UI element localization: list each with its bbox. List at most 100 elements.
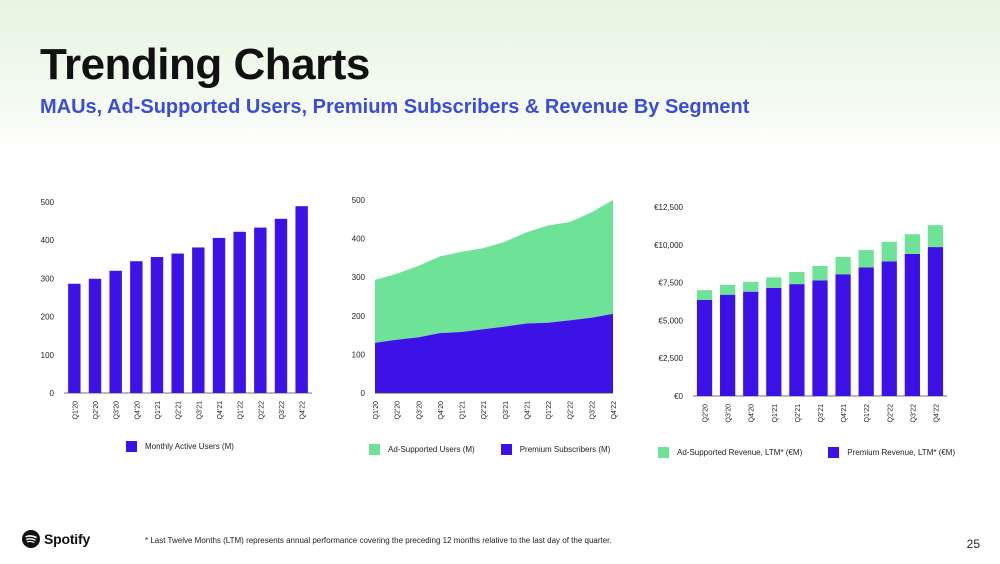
legend-swatch-premium xyxy=(126,441,137,452)
mau-bar xyxy=(254,227,267,393)
x-tick-label: Q4'20 xyxy=(749,404,756,423)
x-tick-label: Q3'21 xyxy=(503,401,510,420)
page-number: 25 xyxy=(966,537,980,551)
x-tick-label: Q4'21 xyxy=(524,401,531,420)
x-tick-label: Q3'20 xyxy=(114,401,121,420)
legend-label: Ad-Supported Users (M) xyxy=(388,445,475,454)
premium-revenue-bar xyxy=(835,274,851,396)
y-tick-label: €7,500 xyxy=(659,279,684,288)
revenue-legend: Ad-Supported Revenue, LTM* (€M) Premium … xyxy=(658,447,955,458)
legend-swatch-premium xyxy=(828,447,840,458)
premium-revenue-bar xyxy=(789,284,805,396)
x-tick-label: Q3'20 xyxy=(726,404,733,423)
ad-supported-revenue-bar xyxy=(766,277,782,288)
legend-swatch-adsupported xyxy=(369,444,380,455)
premium-revenue-bar xyxy=(743,291,759,396)
y-tick-label: 500 xyxy=(352,196,366,205)
x-tick-label: Q2'22 xyxy=(887,404,894,423)
mau-bar xyxy=(150,257,164,393)
x-tick-label: Q2'21 xyxy=(176,401,183,420)
revenue-stacked-bar-chart: €0 €2,500 €5,000 €7,500 €10,000 €12,500 Q2'20 Q… xyxy=(654,203,947,423)
y-tick-label: 300 xyxy=(352,273,366,282)
x-tick-label: Q2'22 xyxy=(568,401,575,420)
legend-label: Premium Revenue, LTM* (€M) xyxy=(847,448,956,457)
x-tick-label: Q3'22 xyxy=(910,404,917,423)
legend-item-premium-subscribers: Premium Subscribers (M) xyxy=(500,444,611,455)
legend-item-ad-supported-users: Ad-Supported Users (M) xyxy=(369,444,475,455)
x-tick-label: Q4'22 xyxy=(933,404,940,423)
spotify-wordmark: Spotify xyxy=(44,531,91,547)
x-tick-label: Q2'21 xyxy=(481,401,488,420)
y-tick-label: €0 xyxy=(674,392,683,401)
mau-bar xyxy=(130,261,143,393)
premium-revenue-bar xyxy=(858,267,874,396)
legend-swatch-premium xyxy=(500,444,512,455)
y-tick-label: €12,500 xyxy=(654,203,683,212)
premium-revenue-bar xyxy=(927,247,944,396)
x-tick-label: Q1'21 xyxy=(772,404,779,423)
page-subtitle: MAUs, Ad-Supported Users, Premium Subscr… xyxy=(40,96,750,118)
spotify-logo: Spotify xyxy=(22,530,90,548)
ad-supported-revenue-bar xyxy=(789,272,805,285)
mau-bar-chart: 0 100 200 300 400 500 Q1'20 Q2'20 Q3'20 Q4'20 Q1'2… xyxy=(41,198,312,420)
x-tick-label: Q3'21 xyxy=(196,401,203,420)
x-tick-label: Q2'21 xyxy=(795,404,802,423)
x-tick-label: Q2'20 xyxy=(93,401,100,420)
mau-bar xyxy=(295,206,308,393)
y-tick-label: 500 xyxy=(41,198,55,207)
ad-supported-users-area xyxy=(375,200,613,343)
x-tick-label: Q4'21 xyxy=(841,404,848,423)
x-tick-label: Q4'20 xyxy=(438,401,445,420)
ad-supported-revenue-bar xyxy=(720,284,736,295)
mau-legend: Monthly Active Users (M) xyxy=(126,441,234,452)
y-tick-label: 400 xyxy=(41,236,55,245)
legend-item-premium-revenue: Premium Revenue, LTM* (€M) xyxy=(828,447,955,458)
spotify-logo-icon xyxy=(22,530,40,548)
legend-label: Ad-Supported Revenue, LTM* (€M) xyxy=(677,448,803,457)
legend-swatch-adsupported xyxy=(658,447,669,458)
mau-bar xyxy=(171,253,184,393)
x-tick-label: Q1'20 xyxy=(373,401,380,420)
mau-bar xyxy=(212,237,226,393)
y-tick-label: 0 xyxy=(361,389,366,398)
x-tick-label: Q4'22 xyxy=(300,401,307,420)
legend-label: Premium Subscribers (M) xyxy=(519,445,611,454)
y-tick-label: 100 xyxy=(352,350,366,359)
page-title: Trending Charts xyxy=(40,40,370,89)
premium-revenue-bar xyxy=(812,280,828,396)
x-tick-label: Q1'22 xyxy=(546,401,553,420)
y-tick-label: 0 xyxy=(50,389,55,398)
mau-bar xyxy=(88,278,102,393)
x-tick-label: Q4'22 xyxy=(611,401,618,420)
ad-supported-revenue-bar xyxy=(696,290,713,300)
x-tick-label: Q1'21 xyxy=(460,401,467,420)
legend-item-monthly-active-users: Monthly Active Users (M) xyxy=(126,441,234,452)
ad-supported-revenue-bar xyxy=(835,256,851,275)
premium-revenue-bar xyxy=(904,253,920,396)
mau-bar xyxy=(233,231,246,393)
ad-supported-revenue-bar xyxy=(881,241,897,262)
y-tick-label: 100 xyxy=(41,351,55,360)
x-tick-label: Q1'22 xyxy=(864,404,871,423)
legend-label: Monthly Active Users (M) xyxy=(145,442,234,451)
x-tick-label: Q2'20 xyxy=(395,401,402,420)
ad-supported-revenue-bar xyxy=(858,250,874,268)
ad-supported-revenue-bar xyxy=(904,234,920,254)
x-tick-label: Q3'21 xyxy=(818,404,825,423)
users-area-chart: 0 100 200 300 400 500 Q1'20 Q2'20 Q3'20 Q4'20 Q1'2… xyxy=(352,196,618,420)
users-legend: Ad-Supported Users (M) Premium Subscribe… xyxy=(369,444,610,455)
x-tick-label: Q4'21 xyxy=(217,401,224,420)
premium-subscribers-area xyxy=(375,313,613,393)
ad-supported-revenue-bar xyxy=(812,265,828,281)
premium-revenue-bar xyxy=(720,294,736,396)
mau-bar xyxy=(192,247,205,393)
premium-revenue-bar xyxy=(766,287,782,396)
y-tick-label: 200 xyxy=(41,313,55,322)
y-tick-label: €2,500 xyxy=(659,354,684,363)
x-tick-label: Q1'20 xyxy=(72,401,79,420)
mau-bar xyxy=(274,218,288,393)
footnote: * Last Twelve Months (LTM) represents an… xyxy=(145,536,612,545)
legend-item-ad-supported-revenue: Ad-Supported Revenue, LTM* (€M) xyxy=(658,447,802,458)
ad-supported-revenue-bar xyxy=(743,281,759,292)
x-tick-label: Q3'20 xyxy=(416,401,423,420)
